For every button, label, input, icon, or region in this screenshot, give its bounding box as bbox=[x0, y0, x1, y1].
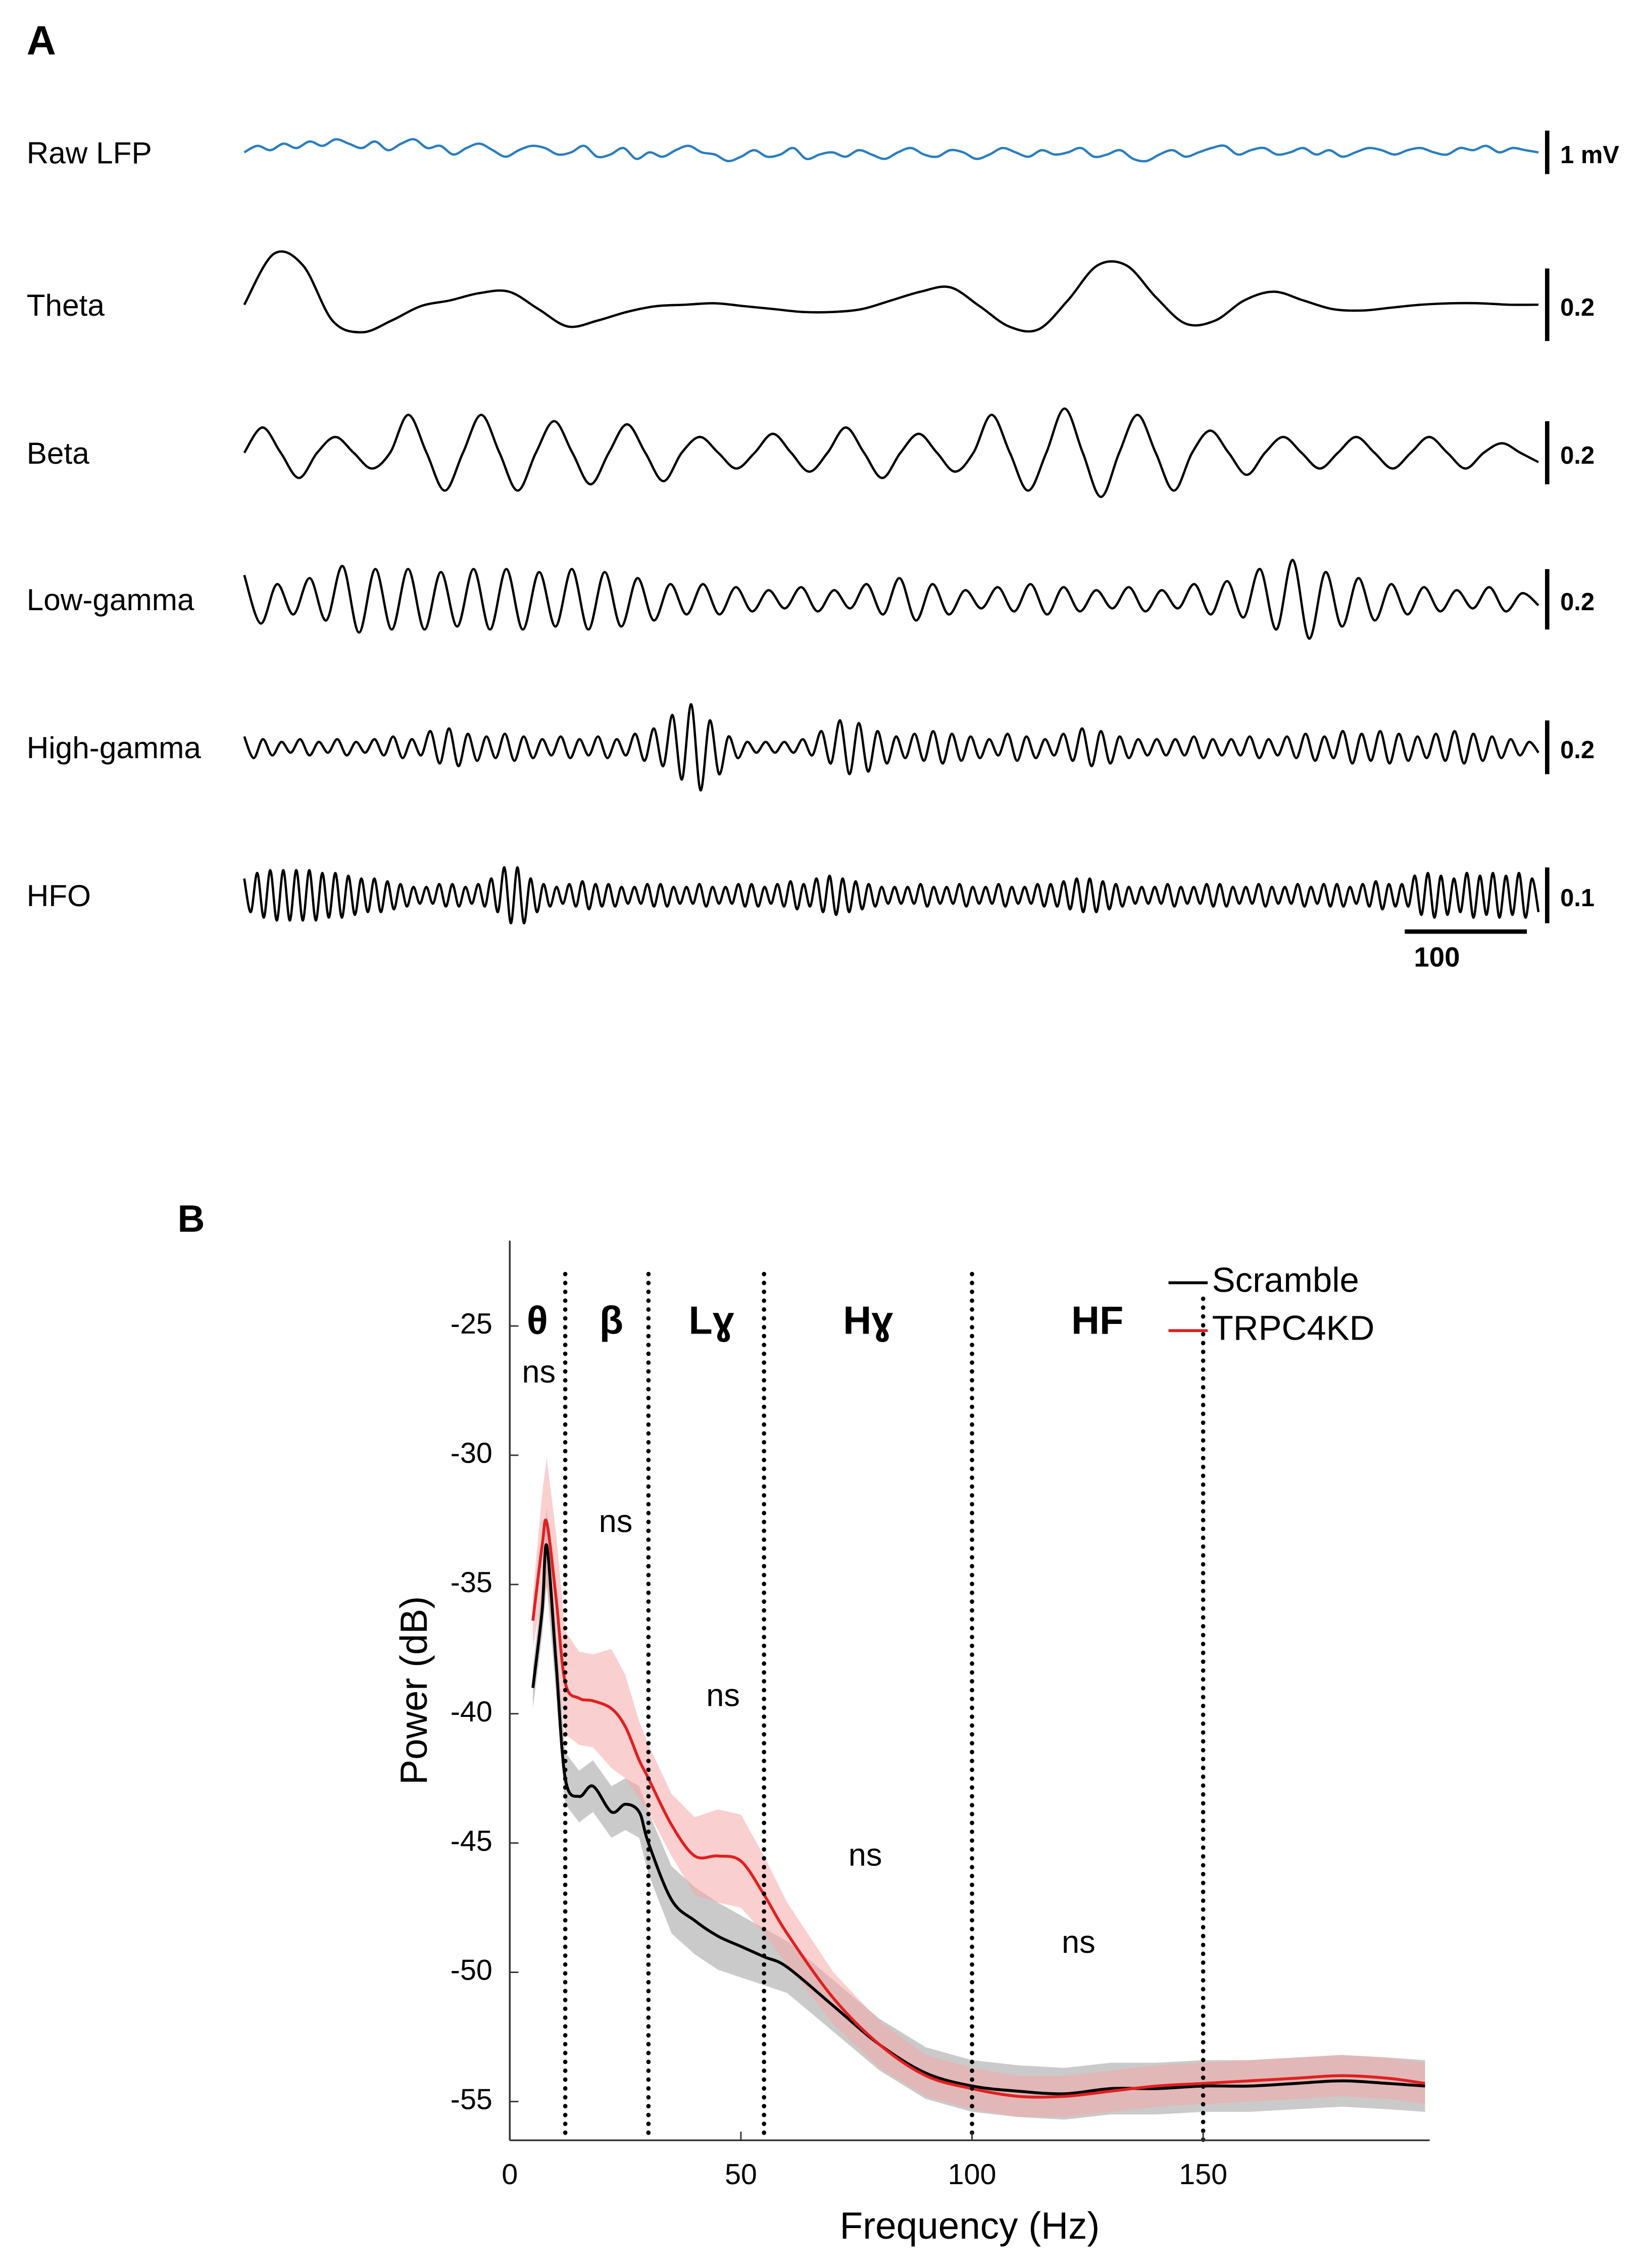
x-axis-label: Frequency (Hz) bbox=[840, 2204, 1100, 2247]
annotation: ns bbox=[706, 1678, 740, 1713]
trace-label: Low-gamma bbox=[27, 582, 194, 617]
y-tick-label: -30 bbox=[451, 1437, 492, 1469]
band-label: HF bbox=[1071, 1299, 1123, 1342]
y-tick-label: -45 bbox=[451, 1825, 492, 1857]
trace-label: Raw LFP bbox=[27, 135, 152, 170]
series-line bbox=[531, 1543, 1425, 2096]
trace-line bbox=[243, 250, 1539, 334]
scale-bar-label: 1 mV bbox=[1560, 141, 1619, 169]
trace-label: High-gamma bbox=[27, 730, 202, 765]
trace-label: HFO bbox=[27, 878, 91, 913]
annotation: ns bbox=[849, 1838, 882, 1873]
trace-line bbox=[243, 138, 1539, 163]
trace-line bbox=[243, 559, 1539, 640]
annotation: ns bbox=[599, 1504, 633, 1539]
y-tick-label: -25 bbox=[451, 1308, 492, 1340]
y-tick-label: -35 bbox=[451, 1566, 492, 1599]
band-label: Hɣ bbox=[843, 1299, 893, 1342]
panel-label: B bbox=[177, 1198, 205, 1240]
trace-line bbox=[243, 703, 1539, 792]
trace-label: Theta bbox=[27, 288, 105, 322]
band-label: θ bbox=[527, 1299, 548, 1342]
y-tick-label: -50 bbox=[451, 1954, 492, 1987]
error-band bbox=[533, 1507, 1425, 2120]
x-tick-label: 100 bbox=[948, 2158, 997, 2191]
legend-label: Scramble bbox=[1212, 1261, 1359, 1300]
band-label: Lɣ bbox=[688, 1299, 734, 1342]
x-tick-label: 150 bbox=[1179, 2158, 1227, 2191]
x-tick-label: 0 bbox=[502, 2158, 518, 2191]
time-scale-label: 100 bbox=[1414, 942, 1460, 972]
trace-line bbox=[243, 866, 1540, 924]
panel-label: A bbox=[27, 18, 56, 63]
scale-bar-label: 0.1 bbox=[1560, 884, 1595, 912]
scale-bar-label: 0.2 bbox=[1560, 588, 1595, 616]
legend-label: TRPC4KD bbox=[1212, 1308, 1375, 1347]
y-axis-label: Power (dB) bbox=[392, 1596, 435, 1785]
scale-bar-label: 0.2 bbox=[1560, 442, 1595, 469]
scale-bar-label: 0.2 bbox=[1560, 294, 1595, 321]
trace-line bbox=[243, 407, 1539, 498]
band-label: β bbox=[600, 1299, 623, 1342]
scale-bar-label: 0.2 bbox=[1560, 736, 1595, 764]
trace-label: Beta bbox=[27, 436, 90, 470]
series-line bbox=[531, 1518, 1425, 2099]
x-tick-label: 50 bbox=[725, 2158, 757, 2191]
annotation: ns bbox=[522, 1354, 556, 1390]
y-tick-label: -55 bbox=[451, 2084, 492, 2116]
error-band bbox=[533, 1458, 1425, 2117]
y-tick-label: -40 bbox=[451, 1696, 492, 1728]
annotation: ns bbox=[1062, 1925, 1096, 1960]
